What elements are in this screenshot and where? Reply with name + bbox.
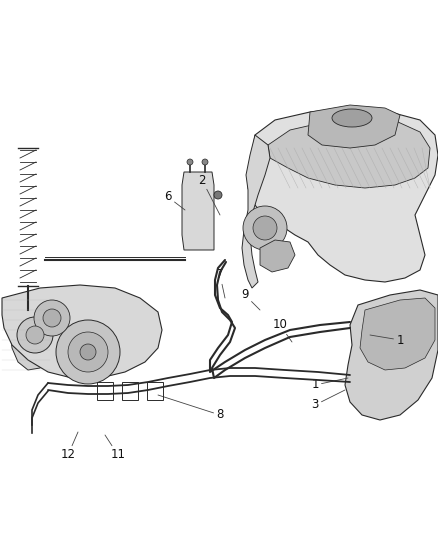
- Circle shape: [187, 159, 193, 165]
- Text: 3: 3: [311, 390, 345, 411]
- Text: 1: 1: [311, 378, 348, 392]
- Circle shape: [68, 332, 108, 372]
- Text: 11: 11: [105, 435, 126, 462]
- Ellipse shape: [332, 109, 372, 127]
- Polygon shape: [268, 118, 430, 188]
- Text: 7: 7: [216, 269, 225, 298]
- Circle shape: [43, 309, 61, 327]
- Polygon shape: [345, 290, 438, 420]
- Circle shape: [253, 216, 277, 240]
- Polygon shape: [360, 298, 435, 370]
- Circle shape: [214, 191, 222, 199]
- Polygon shape: [10, 295, 60, 370]
- Circle shape: [56, 320, 120, 384]
- Circle shape: [80, 344, 96, 360]
- Polygon shape: [260, 240, 295, 272]
- Polygon shape: [2, 285, 162, 378]
- Text: 9: 9: [241, 288, 260, 310]
- Text: 1: 1: [370, 334, 404, 346]
- Polygon shape: [308, 105, 400, 148]
- Circle shape: [17, 317, 53, 353]
- Text: 6: 6: [164, 190, 185, 210]
- Text: 2: 2: [198, 174, 220, 215]
- Circle shape: [202, 159, 208, 165]
- Polygon shape: [242, 135, 270, 288]
- Polygon shape: [182, 172, 214, 250]
- Text: 12: 12: [60, 432, 78, 462]
- Circle shape: [26, 326, 44, 344]
- Text: 10: 10: [272, 319, 292, 342]
- Polygon shape: [248, 108, 438, 282]
- Circle shape: [34, 300, 70, 336]
- Text: 8: 8: [158, 395, 224, 422]
- Circle shape: [243, 206, 287, 250]
